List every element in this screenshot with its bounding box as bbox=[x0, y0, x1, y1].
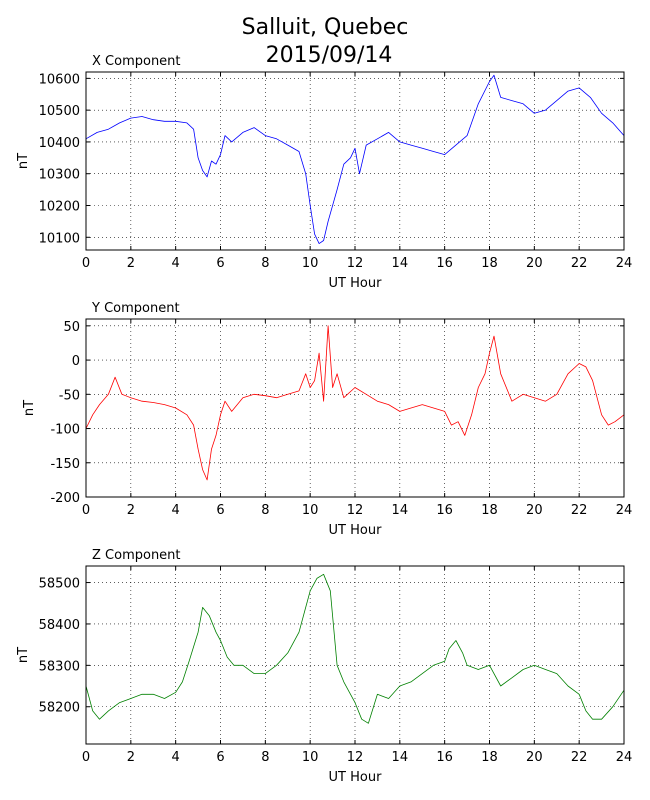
x-tick-label: 8 bbox=[261, 750, 269, 765]
panel-title: X Component bbox=[92, 54, 181, 69]
data-series-line bbox=[85, 325, 625, 481]
chart-panels: 0 2 4 6 8 10 12 14 16 18 20 22 241010010200103001040… bbox=[16, 54, 632, 785]
x-tick-label: 0 bbox=[82, 256, 90, 271]
x-tick-label: 12 bbox=[347, 503, 364, 518]
x-tick-label: 20 bbox=[526, 750, 543, 765]
x-tick-label: 4 bbox=[172, 750, 180, 765]
y-tick-label: -150 bbox=[50, 457, 80, 472]
y-tick-label: 58200 bbox=[39, 701, 80, 716]
y-tick-label: 10600 bbox=[39, 72, 80, 87]
y-axis-label: nT bbox=[16, 647, 31, 663]
x-tick-label: 22 bbox=[571, 256, 588, 271]
x-axis-label: UT Hour bbox=[329, 523, 383, 538]
x-tick-label: 6 bbox=[216, 750, 224, 765]
chart-panel-3: 0 2 4 6 8 10 12 14 16 18 20 22 245820058300584005850… bbox=[16, 548, 632, 785]
x-tick-label: 10 bbox=[302, 256, 319, 271]
x-tick-label: 24 bbox=[616, 503, 633, 518]
data-series-line bbox=[85, 74, 625, 245]
x-tick-label: 12 bbox=[347, 256, 364, 271]
y-tick-label: 10400 bbox=[39, 136, 80, 151]
x-tick-label: 10 bbox=[302, 503, 319, 518]
x-tick-label: 18 bbox=[481, 256, 498, 271]
x-tick-label: 14 bbox=[392, 503, 409, 518]
x-tick-label: 18 bbox=[481, 503, 498, 518]
y-tick-label: 58300 bbox=[39, 659, 80, 674]
y-axis-label: nT bbox=[16, 153, 31, 169]
x-tick-label: 16 bbox=[436, 750, 453, 765]
x-tick-label: 6 bbox=[216, 503, 224, 518]
y-tick-label: 10200 bbox=[39, 200, 80, 215]
x-tick-label: 14 bbox=[392, 750, 409, 765]
x-tick-label: 0 bbox=[82, 750, 90, 765]
x-tick-label: 2 bbox=[127, 256, 135, 271]
chart-panel-2: 0 2 4 6 8 10 12 14 16 18 20 22 24-200-150-100-50050Y… bbox=[22, 301, 632, 538]
x-tick-label: 16 bbox=[436, 503, 453, 518]
data-series-line bbox=[85, 573, 625, 724]
x-tick-label: 4 bbox=[172, 256, 180, 271]
x-tick-label: 2 bbox=[127, 750, 135, 765]
x-tick-label: 6 bbox=[216, 256, 224, 271]
chart-panel-1: 0 2 4 6 8 10 12 14 16 18 20 22 241010010200103001040… bbox=[16, 54, 632, 291]
x-axis-label: UT Hour bbox=[329, 770, 383, 785]
x-tick-label: 24 bbox=[616, 256, 633, 271]
y-tick-label: 10500 bbox=[39, 104, 80, 119]
y-axis-label: nT bbox=[22, 400, 37, 416]
panel-title: Y Component bbox=[91, 301, 180, 316]
x-tick-label: 24 bbox=[616, 750, 633, 765]
x-tick-label: 10 bbox=[302, 750, 319, 765]
x-tick-label: 8 bbox=[261, 256, 269, 271]
x-tick-label: 0 bbox=[82, 503, 90, 518]
x-tick-label: 8 bbox=[261, 503, 269, 518]
x-tick-label: 20 bbox=[526, 256, 543, 271]
y-tick-label: 10100 bbox=[39, 231, 80, 246]
y-tick-label: -50 bbox=[59, 388, 80, 403]
x-tick-label: 22 bbox=[571, 503, 588, 518]
x-tick-label: 16 bbox=[436, 256, 453, 271]
x-tick-label: 12 bbox=[347, 750, 364, 765]
y-tick-label: 58400 bbox=[39, 618, 80, 633]
x-axis-label: UT Hour bbox=[329, 276, 383, 291]
x-tick-label: 18 bbox=[481, 750, 498, 765]
x-tick-label: 14 bbox=[392, 256, 409, 271]
y-tick-label: -100 bbox=[50, 423, 80, 438]
y-tick-label: 50 bbox=[63, 320, 80, 335]
y-tick-label: -200 bbox=[50, 491, 80, 506]
y-tick-label: 58500 bbox=[39, 577, 80, 592]
panel-title: Z Component bbox=[92, 548, 181, 563]
figure-title-line2: 2015/09/14 bbox=[266, 43, 393, 68]
x-tick-label: 4 bbox=[172, 503, 180, 518]
figure-title-line1: Salluit, Quebec bbox=[242, 15, 409, 40]
x-tick-label: 22 bbox=[571, 750, 588, 765]
x-tick-label: 2 bbox=[127, 503, 135, 518]
x-tick-label: 20 bbox=[526, 503, 543, 518]
y-tick-label: 0 bbox=[72, 354, 80, 369]
y-tick-label: 10300 bbox=[39, 168, 80, 183]
